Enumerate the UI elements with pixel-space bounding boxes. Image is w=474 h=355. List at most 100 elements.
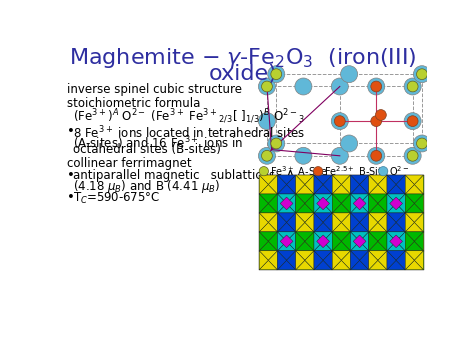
- Polygon shape: [277, 213, 287, 232]
- Polygon shape: [314, 213, 332, 222]
- Polygon shape: [387, 194, 405, 203]
- Bar: [387, 213, 405, 232]
- Bar: [405, 213, 423, 232]
- Polygon shape: [414, 251, 423, 270]
- Polygon shape: [259, 232, 268, 251]
- Polygon shape: [305, 232, 314, 251]
- Polygon shape: [387, 185, 405, 194]
- Polygon shape: [314, 175, 323, 194]
- Bar: [369, 232, 387, 251]
- Polygon shape: [277, 175, 296, 185]
- Polygon shape: [296, 175, 314, 185]
- Bar: [350, 232, 369, 251]
- Polygon shape: [314, 203, 332, 213]
- Polygon shape: [369, 222, 387, 232]
- Circle shape: [271, 138, 282, 149]
- Polygon shape: [396, 194, 405, 213]
- Bar: [277, 194, 296, 213]
- Circle shape: [407, 151, 418, 161]
- Polygon shape: [277, 213, 296, 222]
- Circle shape: [331, 113, 348, 130]
- Polygon shape: [360, 175, 369, 194]
- Polygon shape: [314, 241, 332, 251]
- Circle shape: [371, 81, 382, 92]
- Circle shape: [268, 66, 285, 83]
- Polygon shape: [350, 203, 369, 213]
- Bar: [277, 232, 296, 251]
- Polygon shape: [350, 175, 360, 194]
- Polygon shape: [296, 232, 314, 241]
- Polygon shape: [369, 194, 387, 203]
- Polygon shape: [277, 232, 287, 251]
- Text: •: •: [67, 169, 75, 182]
- Polygon shape: [314, 175, 332, 185]
- Bar: [350, 213, 369, 232]
- Text: inverse spinel cubic structure: inverse spinel cubic structure: [67, 83, 242, 97]
- Polygon shape: [405, 222, 423, 232]
- Circle shape: [313, 166, 323, 176]
- Polygon shape: [332, 251, 341, 270]
- Polygon shape: [332, 175, 350, 185]
- Polygon shape: [387, 251, 396, 270]
- Polygon shape: [277, 232, 296, 241]
- Bar: [296, 213, 314, 232]
- Polygon shape: [277, 222, 296, 232]
- Polygon shape: [314, 232, 332, 241]
- Polygon shape: [314, 213, 323, 232]
- Polygon shape: [277, 251, 296, 260]
- Polygon shape: [268, 213, 277, 232]
- Bar: [314, 232, 332, 251]
- Polygon shape: [350, 185, 369, 194]
- Polygon shape: [405, 194, 414, 213]
- Polygon shape: [350, 251, 360, 270]
- Bar: [387, 251, 405, 270]
- Polygon shape: [387, 194, 396, 213]
- Circle shape: [258, 78, 275, 95]
- Polygon shape: [369, 260, 387, 270]
- Polygon shape: [259, 241, 277, 251]
- Text: Fe$^{2.5+}$ B-Site: Fe$^{2.5+}$ B-Site: [324, 164, 389, 178]
- Polygon shape: [296, 251, 314, 260]
- Polygon shape: [405, 175, 414, 194]
- Bar: [369, 175, 387, 194]
- Circle shape: [331, 147, 348, 164]
- Polygon shape: [332, 222, 350, 232]
- Text: octahedral sites (B-sites): octahedral sites (B-sites): [73, 143, 221, 157]
- Polygon shape: [296, 194, 305, 213]
- Polygon shape: [277, 194, 287, 213]
- Polygon shape: [378, 232, 387, 251]
- Text: antiparallel magnetic   sublattices   A: antiparallel magnetic sublattices A: [73, 169, 294, 182]
- Polygon shape: [387, 251, 405, 260]
- Text: Maghemite $-$ $\gamma$-Fe$_2$O$_3$  (iron(III): Maghemite $-$ $\gamma$-Fe$_2$O$_3$ (iron…: [69, 47, 417, 70]
- Bar: [369, 213, 387, 232]
- Bar: [332, 194, 350, 213]
- Polygon shape: [314, 194, 323, 213]
- Polygon shape: [360, 213, 369, 232]
- Polygon shape: [405, 260, 423, 270]
- Polygon shape: [259, 185, 277, 194]
- Polygon shape: [259, 260, 277, 270]
- Polygon shape: [350, 260, 369, 270]
- Text: collinear ferrimagnet: collinear ferrimagnet: [67, 157, 191, 170]
- Bar: [314, 194, 332, 213]
- Polygon shape: [414, 194, 423, 213]
- Circle shape: [295, 78, 312, 95]
- Polygon shape: [287, 194, 296, 213]
- Bar: [277, 251, 296, 270]
- Polygon shape: [369, 213, 378, 232]
- Polygon shape: [305, 251, 314, 270]
- Circle shape: [331, 78, 348, 95]
- Bar: [259, 175, 277, 194]
- Polygon shape: [296, 175, 305, 194]
- Polygon shape: [405, 213, 414, 232]
- Polygon shape: [369, 251, 387, 260]
- Polygon shape: [323, 194, 332, 213]
- Polygon shape: [341, 251, 350, 270]
- Polygon shape: [405, 203, 423, 213]
- Bar: [332, 213, 350, 232]
- Bar: [296, 175, 314, 194]
- Bar: [350, 194, 369, 213]
- Polygon shape: [405, 251, 414, 270]
- Polygon shape: [259, 194, 277, 203]
- Polygon shape: [387, 232, 405, 241]
